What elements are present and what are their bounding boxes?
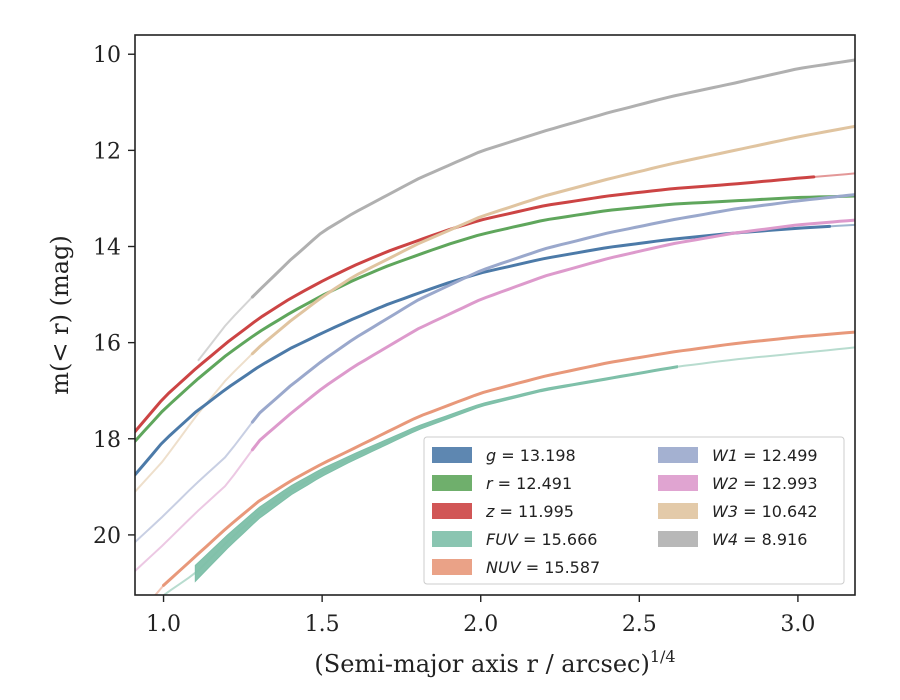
legend-swatch-w2 — [658, 475, 698, 491]
legend-swatch-w1 — [658, 447, 698, 463]
legend-swatch-z — [432, 503, 472, 519]
legend: g = 13.198 r = 12.491 z = 11.995 FUV = 15.6… — [423, 436, 845, 585]
series-g-line — [135, 224, 832, 477]
legend-label-fuv: FUV = 15.666 — [486, 530, 597, 549]
y-tick-label: 12 — [93, 139, 121, 164]
series-w3-line — [250, 124, 855, 356]
x-tick-label: 3.0 — [780, 612, 815, 637]
y-tick-label: 20 — [93, 524, 121, 549]
legend-label-w3: W3 = 10.642 — [712, 502, 818, 521]
legend-swatch-fuv — [432, 531, 472, 547]
x-tick-label: 1.0 — [146, 612, 181, 637]
legend-swatch-w4 — [658, 531, 698, 547]
y-tick-label: 10 — [93, 43, 121, 68]
legend-label-z: z = 11.995 — [485, 502, 574, 521]
x-tick-label: 2.5 — [622, 612, 657, 637]
series-w4-line — [250, 58, 855, 299]
legend-label-r: r = 12.491 — [486, 474, 572, 493]
legend-label-w1: W1 = 12.499 — [712, 446, 818, 465]
y-axis-label: m(< r) (mag) — [46, 235, 74, 394]
series-nuv-line — [162, 330, 855, 587]
series-curves — [135, 58, 855, 595]
x-tick-label: 1.5 — [305, 612, 340, 637]
y-tick-label: 18 — [93, 428, 121, 453]
x-tick-label: 2.0 — [463, 612, 498, 637]
x-axis-label-exponent: 1/4 — [650, 647, 676, 666]
series-r-line — [135, 194, 855, 443]
legend-label-w4: W4 = 8.916 — [712, 530, 807, 549]
legend-frame — [423, 436, 845, 585]
legend-swatch-g — [432, 447, 472, 463]
series-w1-line — [250, 193, 855, 424]
legend-label-nuv: NUV = 15.587 — [486, 558, 600, 577]
legend-swatch-r — [432, 475, 472, 491]
y-axis-ticks: 10 12 14 16 18 20 — [93, 43, 135, 549]
x-axis-ticks: 1.0 1.5 2.0 2.5 3.0 — [146, 595, 815, 637]
legend-label-g: g = 13.198 — [486, 446, 576, 465]
legend-swatch-nuv — [432, 559, 472, 575]
series-fuv-band — [194, 365, 678, 583]
y-tick-label: 16 — [93, 332, 121, 357]
series-z-line — [135, 175, 816, 434]
legend-label-w2: W2 = 12.993 — [712, 474, 818, 493]
x-axis-label: (Semi-major axis r / arcsec)1/4 — [314, 647, 675, 678]
plot-frame — [134, 34, 856, 596]
y-tick-label: 14 — [93, 236, 121, 261]
series-w2-line — [250, 218, 855, 452]
legend-swatch-w3 — [658, 503, 698, 519]
